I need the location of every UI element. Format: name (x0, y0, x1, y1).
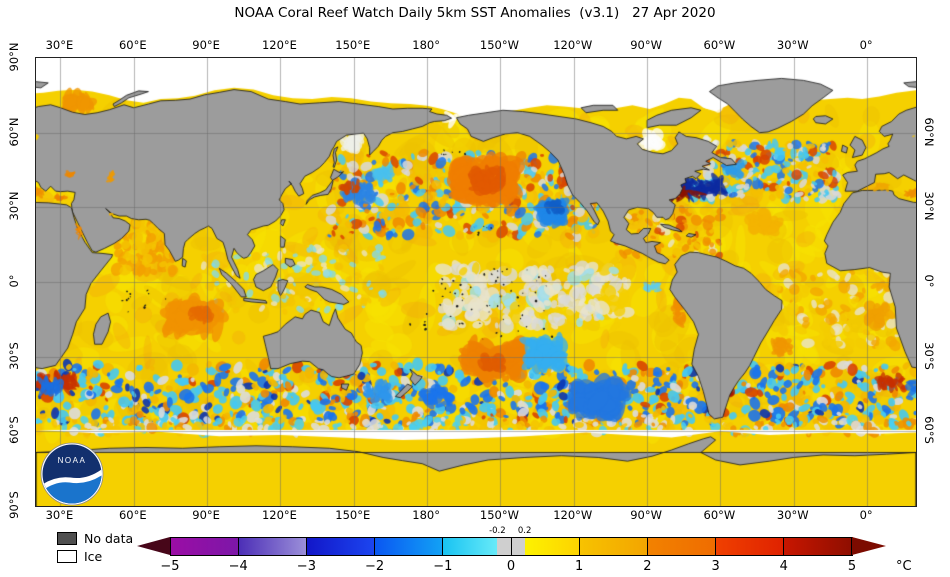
colorbar-segment (306, 537, 375, 556)
colorbar-divider (783, 537, 785, 556)
axis-label-right: 30°S (922, 341, 936, 370)
axis-label-bottom: 60°W (703, 508, 736, 522)
axis-label-top: 150°W (479, 38, 519, 52)
colorbar-tick-label: 4 (779, 559, 788, 574)
axis-label-left: 90°S (7, 491, 21, 519)
axis-label-bottom: 120°W (553, 508, 593, 522)
axis-label-top: 30°W (776, 38, 809, 52)
axis-label-right: 0° (922, 274, 936, 288)
colorbar-divider (646, 537, 648, 556)
axis-label-left: 30°S (7, 341, 21, 370)
colorbar-divider (374, 537, 376, 556)
axis-label-top: 180° (412, 38, 440, 52)
axis-label-top: 150°E (335, 38, 371, 52)
axis-label-right: 30°N (922, 191, 936, 221)
axis-label-bottom: 150°W (479, 508, 519, 522)
world-map: NOAA (35, 57, 917, 507)
axis-label-right: 60°S (922, 416, 936, 445)
no-data-swatch (57, 532, 77, 545)
colorbar-tick-label: −3 (296, 559, 316, 574)
colorbar-tick-label: 0 (506, 559, 516, 574)
map-legend: No data Ice (57, 531, 133, 567)
noaa-logo-bird-icon (42, 467, 102, 492)
axis-label-bottom: 90°W (630, 508, 662, 522)
colorbar-tick-label: −5 (160, 559, 180, 574)
axis-label-top: 30°E (45, 38, 74, 52)
colorbar-segment (715, 537, 784, 556)
colorbar-tick-label: −1 (433, 559, 453, 574)
colorbar-divider (715, 537, 717, 556)
colorbar-divider (510, 537, 512, 556)
colorbar-divider (578, 537, 580, 556)
sst-anomaly-canvas (36, 58, 916, 506)
axis-label-bottom: 30°E (45, 508, 74, 522)
no-data-label: No data (84, 531, 134, 546)
axis-label-left: 60°N (7, 117, 21, 147)
legend-row-no-data: No data (57, 531, 133, 546)
colorbar-units-label: °C (896, 559, 912, 574)
axis-label-bottom: 120°E (261, 508, 297, 522)
axis-label-top: 60°E (118, 38, 147, 52)
colorbar-segment (524, 537, 580, 556)
axis-label-top: 90°W (630, 38, 662, 52)
colorbar-divider (442, 537, 444, 556)
axis-label-left: 30°N (7, 191, 21, 221)
axis-label-bottom: 0° (859, 508, 873, 522)
colorbar-tick-label: −4 (228, 559, 248, 574)
colorbar-arrow-left (137, 537, 170, 555)
colorbar-small-label: 0.2 (517, 526, 532, 536)
ice-label: Ice (84, 549, 103, 564)
colorbar-segment (579, 537, 648, 556)
colorbar-segment (442, 537, 498, 556)
colorbar-segment (170, 537, 239, 556)
axis-label-bottom: 60°E (118, 508, 147, 522)
axis-label-bottom: 90°E (192, 508, 220, 522)
colorbar-tick-label: −2 (365, 559, 385, 574)
colorbar-segment (238, 537, 307, 556)
noaa-logo-text: NOAA (58, 456, 87, 465)
legend-row-ice: Ice (57, 549, 133, 564)
axis-label-left: 60°S (7, 416, 21, 445)
axis-label-left: 90°N (7, 42, 21, 72)
axis-label-left: 0° (7, 274, 21, 288)
axis-label-bottom: 150°E (335, 508, 371, 522)
axis-label-top: 120°W (553, 38, 593, 52)
colorbar-tick-label: 1 (575, 559, 584, 574)
colorbar-segment (647, 537, 716, 556)
colorbar: −5 −4 −3 −2 −1 0 1 2 3 4 5 -0.2 0.2 °C (137, 526, 927, 577)
colorbar-arrow-right (852, 537, 886, 555)
colorbar-small-label: -0.2 (489, 526, 506, 536)
axis-label-top: 90°E (192, 38, 220, 52)
figure-title: NOAA Coral Reef Watch Daily 5km SST Anom… (234, 5, 716, 21)
colorbar-divider (237, 537, 239, 556)
axis-label-bottom: 30°W (776, 508, 809, 522)
axis-label-right: 60°N (922, 117, 936, 147)
colorbar-segment (374, 537, 443, 556)
ice-swatch (57, 550, 77, 563)
colorbar-tick-label: 5 (847, 559, 857, 574)
colorbar-segment (783, 537, 852, 556)
colorbar-tick-label: 3 (711, 559, 720, 574)
colorbar-tick-label: 2 (643, 559, 652, 574)
axis-label-bottom: 180° (412, 508, 440, 522)
axis-label-top: 0° (859, 38, 873, 52)
noaa-logo: NOAA (40, 442, 104, 506)
axis-label-top: 120°E (261, 38, 297, 52)
axis-label-top: 60°W (703, 38, 736, 52)
colorbar-divider (305, 537, 307, 556)
